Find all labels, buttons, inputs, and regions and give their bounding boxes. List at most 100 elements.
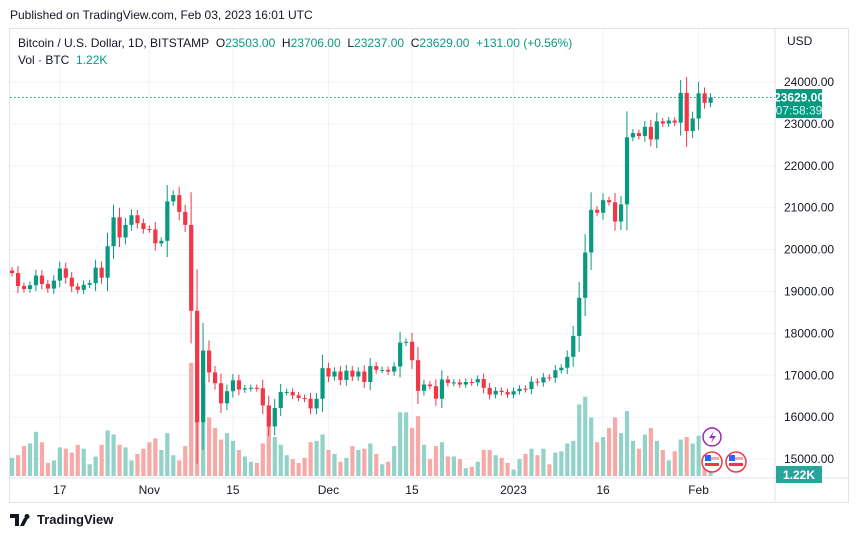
candle-body [105,246,110,278]
volume-bar [595,442,600,476]
candle-body [284,392,289,394]
volume-bar [165,433,170,476]
volume-bar [463,468,468,476]
volume-bar [589,417,594,476]
volume-bar [601,437,606,476]
volume-bar [421,444,427,476]
candle-body [517,388,522,392]
open-label: O [215,36,226,50]
candle-body [404,341,409,343]
candle-body [141,223,146,230]
volume-bar [678,439,683,476]
candle-body [153,229,158,244]
volume-bar [177,460,182,476]
candle-body [541,377,546,383]
candle-body [654,121,659,140]
price-tick-label: 23000.00 [784,117,834,131]
volume-bar [481,450,486,476]
volume-bar [159,450,164,476]
volume-bar [242,456,248,476]
volume-bar [99,444,104,476]
volume-bar [696,435,701,476]
volume-bar [248,461,253,476]
candle-body [290,392,295,396]
volume-bar [511,469,516,476]
candle-body [612,202,618,222]
volume-bar [123,447,128,476]
candle-body [260,388,265,406]
low-value: 23237.00 [354,36,405,50]
volume-bar [266,424,271,476]
volume-bar [690,443,695,476]
volume-bar [207,417,212,476]
volume-bar [230,440,236,476]
volume-bar [517,459,522,476]
open-value: 23503.00 [225,36,276,50]
candle-body [344,370,349,380]
volume-bar [433,446,439,476]
candle-body [39,275,45,284]
candle-body [607,200,612,203]
volume-bar [320,434,325,476]
candle-body [147,229,152,231]
volume-bar [51,460,56,476]
volume-bar [27,443,33,476]
time-tick-label: 17 [53,483,67,497]
volume-bar [607,427,612,476]
candle-body [409,341,415,361]
volume-bar [404,412,409,476]
volume-bar [39,442,45,476]
candle-body [189,224,194,311]
lightning-glyph [709,431,716,443]
candle-body [445,379,451,383]
candle-body [248,387,253,389]
candle-body [224,391,230,404]
candle-body [93,267,98,284]
volume-bar [87,464,92,476]
price-tick-label: 16000.00 [784,410,834,424]
volume-bar [129,460,134,476]
volume-bar [636,448,642,476]
candle-body [368,366,373,383]
candle-body [87,283,92,285]
candle-body [457,382,462,385]
last-price-value: 23629.00 [774,91,824,105]
tradingview-logo[interactable]: TradingView [10,512,113,527]
candle-body [165,201,170,241]
high-value: 23706.00 [290,36,341,50]
candle-body [15,273,21,287]
time-tick-label: Dec [318,483,339,497]
volume-bar [630,440,636,476]
candle-body [27,285,33,289]
candle-body [314,398,319,409]
candle-body [308,398,313,409]
volume-bar [10,457,15,476]
volume-label: Vol · BTC [18,53,70,67]
volume-bar [81,448,86,476]
flag-stripe [705,457,719,460]
volume-bar [642,434,648,476]
volume-bar [398,412,403,476]
volume-bar [618,433,624,476]
volume-bar [290,459,295,476]
candle-body [201,350,206,423]
candle-body [678,92,683,123]
volume-bar [75,444,80,476]
candle-body [123,224,128,238]
chart-frame[interactable] [9,28,849,503]
candle-body [427,384,433,387]
volume-bar [374,453,379,476]
candle-body [356,371,361,377]
volume-bar [409,427,415,476]
time-tick-label: Nov [139,483,160,497]
change-value: +131.00 (+0.56%) [476,36,573,50]
volume-bar [565,443,570,476]
candle-body [618,204,624,222]
volume-bar [308,442,313,476]
volume-bar [272,437,277,476]
time-tick-label: 15 [226,483,240,497]
volume-bar [314,440,319,476]
candle-body [195,310,200,423]
volume-bar [499,457,504,476]
